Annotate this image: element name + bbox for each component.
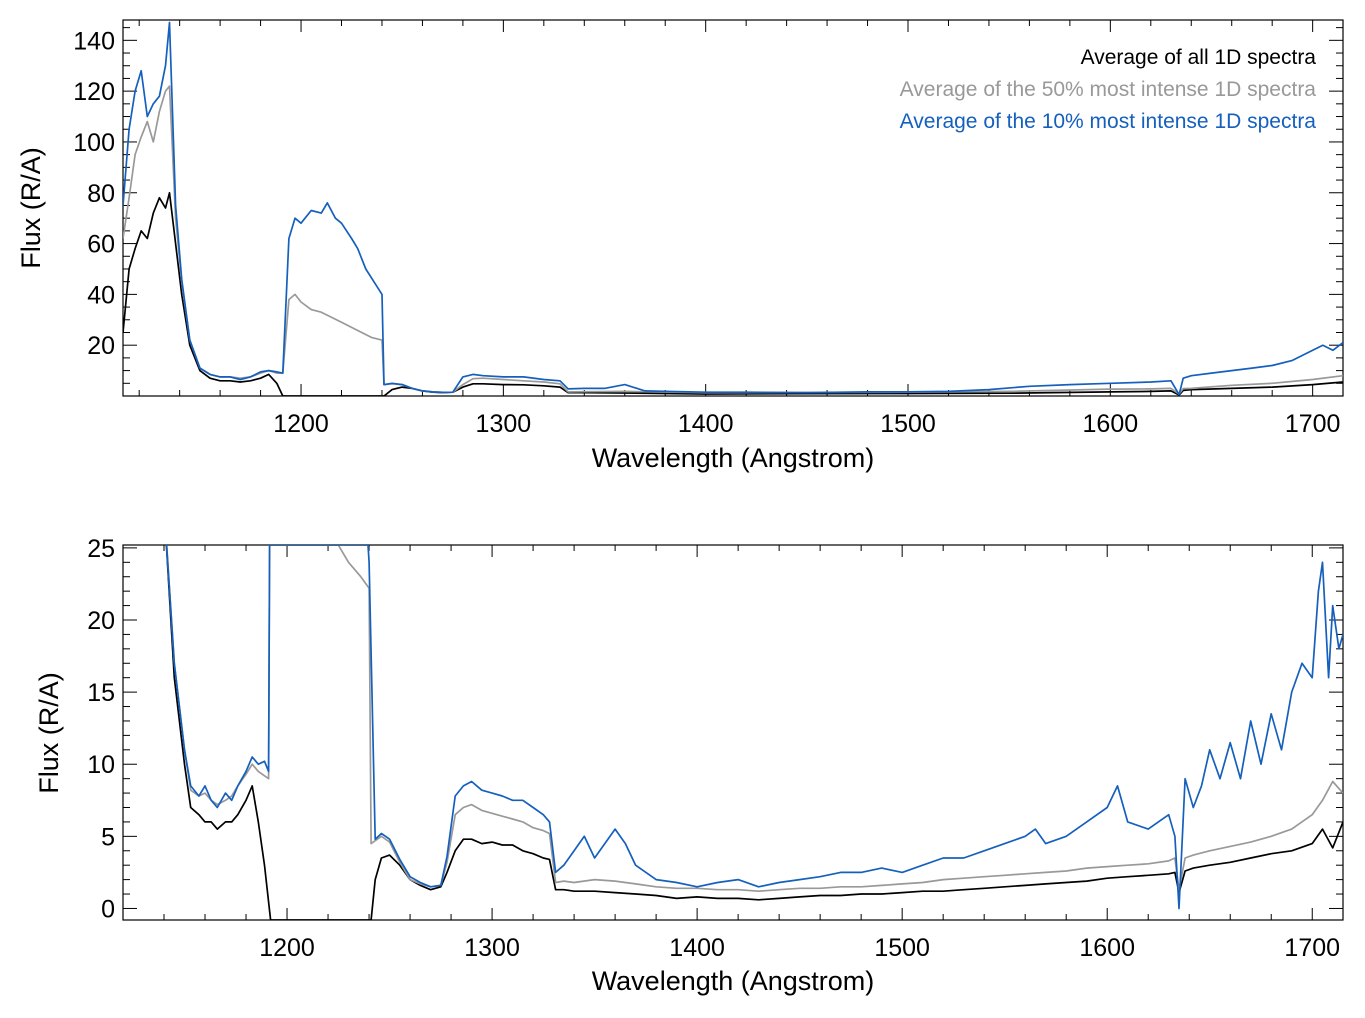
- bottom-y-tick-label: 0: [101, 895, 115, 923]
- top-x-tick-label: 1500: [880, 410, 936, 438]
- top-plot-frame: [122, 19, 1344, 397]
- bottom-y-axis-title: Flux (R/A): [34, 672, 64, 794]
- top-x-tick-label: 1300: [476, 410, 532, 438]
- bottom-x-tick-label: 1400: [669, 934, 725, 962]
- top-y-tick-labels: 20 40 60 80 100 120 140: [73, 27, 115, 360]
- top-y-tick-label: 140: [73, 27, 115, 55]
- top-legend: Average of all 1D spectra Average of the…: [900, 46, 1317, 133]
- legend-entry-10pct: Average of the 10% most intense 1D spect…: [900, 110, 1317, 133]
- legend-entry-all: Average of all 1D spectra: [1081, 46, 1317, 69]
- top-spectrum-panel: 1200 1300 1400 1500 1600 1700 20 40 60 80 100 120 1…: [16, 19, 1344, 473]
- bottom-x-tick-label: 1600: [1079, 934, 1135, 962]
- bottom-x-tick-label: 1500: [874, 934, 930, 962]
- bottom-y-tick-label: 20: [87, 607, 115, 635]
- top-x-tick-label: 1700: [1285, 410, 1341, 438]
- bottom-series-line-0: [165, 545, 1343, 920]
- bottom-series-line-2: [165, 545, 1343, 910]
- bottom-y-tick-label: 25: [87, 535, 115, 563]
- bottom-y-tick-labels: 0 5 10 15 20 25: [87, 535, 115, 924]
- bottom-spectrum-panel: 1200 1300 1400 1500 1600 1700 0 5 10 15 20 25 Wave…: [34, 535, 1344, 996]
- top-y-tick-label: 80: [87, 180, 115, 208]
- legend-entry-50pct: Average of the 50% most intense 1D spect…: [900, 78, 1317, 101]
- bottom-x-tick-label: 1700: [1284, 934, 1340, 962]
- top-y-tick-label: 120: [73, 78, 115, 106]
- top-y-tick-label: 60: [87, 231, 115, 259]
- bottom-series-line-1: [165, 545, 1343, 893]
- bottom-x-ticks: [122, 545, 1313, 920]
- bottom-x-tick-labels: 1200 1300 1400 1500 1600 1700: [259, 934, 1340, 962]
- top-x-tick-label: 1400: [678, 410, 734, 438]
- bottom-y-tick-label: 15: [87, 679, 115, 707]
- top-x-tick-label: 1600: [1083, 410, 1139, 438]
- bottom-y-tick-label: 10: [87, 751, 115, 779]
- bottom-series-lines: [165, 545, 1343, 920]
- top-series-lines: [123, 21, 1343, 396]
- bottom-x-axis-title: Wavelength (Angstrom): [592, 966, 875, 996]
- top-y-axis-title: Flux (R/A): [16, 147, 46, 269]
- top-y-tick-label: 40: [87, 281, 115, 309]
- bottom-y-ticks: [123, 547, 1343, 909]
- bottom-x-tick-label: 1300: [464, 934, 520, 962]
- top-x-tick-labels: 1200 1300 1400 1500 1600 1700: [273, 410, 1340, 438]
- top-y-tick-label: 20: [87, 332, 115, 360]
- top-x-tick-label: 1200: [273, 410, 329, 438]
- bottom-y-tick-label: 5: [101, 823, 115, 851]
- bottom-x-tick-label: 1200: [259, 934, 315, 962]
- top-y-tick-label: 100: [73, 129, 115, 157]
- top-series-line-2: [123, 21, 1343, 396]
- top-x-axis-title: Wavelength (Angstrom): [592, 443, 875, 473]
- bottom-plot-frame: [122, 544, 1344, 921]
